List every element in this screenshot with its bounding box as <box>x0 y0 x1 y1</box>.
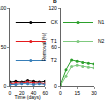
svg-text:0: 0 <box>54 83 57 89</box>
svg-text:b: b <box>53 0 57 4</box>
svg-text:T1: T1 <box>51 38 57 44</box>
svg-text:20: 20 <box>19 90 25 96</box>
svg-text:50: 50 <box>1 44 7 50</box>
svg-text:Removal (%): Removal (%) <box>41 32 47 61</box>
svg-text:0: 0 <box>9 90 12 96</box>
svg-text:Time (days): Time (days) <box>15 94 42 100</box>
svg-text:60: 60 <box>42 90 48 96</box>
svg-text:N1: N1 <box>98 19 105 25</box>
svg-text:100: 100 <box>0 5 7 11</box>
svg-text:CK: CK <box>51 19 59 25</box>
svg-text:0: 0 <box>59 90 62 96</box>
svg-text:40: 40 <box>31 90 37 96</box>
svg-text:60: 60 <box>51 44 57 50</box>
svg-text:T2: T2 <box>51 57 57 63</box>
svg-text:120: 120 <box>48 5 57 11</box>
svg-text:30: 30 <box>91 90 97 96</box>
svg-text:0: 0 <box>4 83 7 89</box>
svg-text:N2: N2 <box>98 38 105 44</box>
svg-text:15: 15 <box>74 90 80 96</box>
